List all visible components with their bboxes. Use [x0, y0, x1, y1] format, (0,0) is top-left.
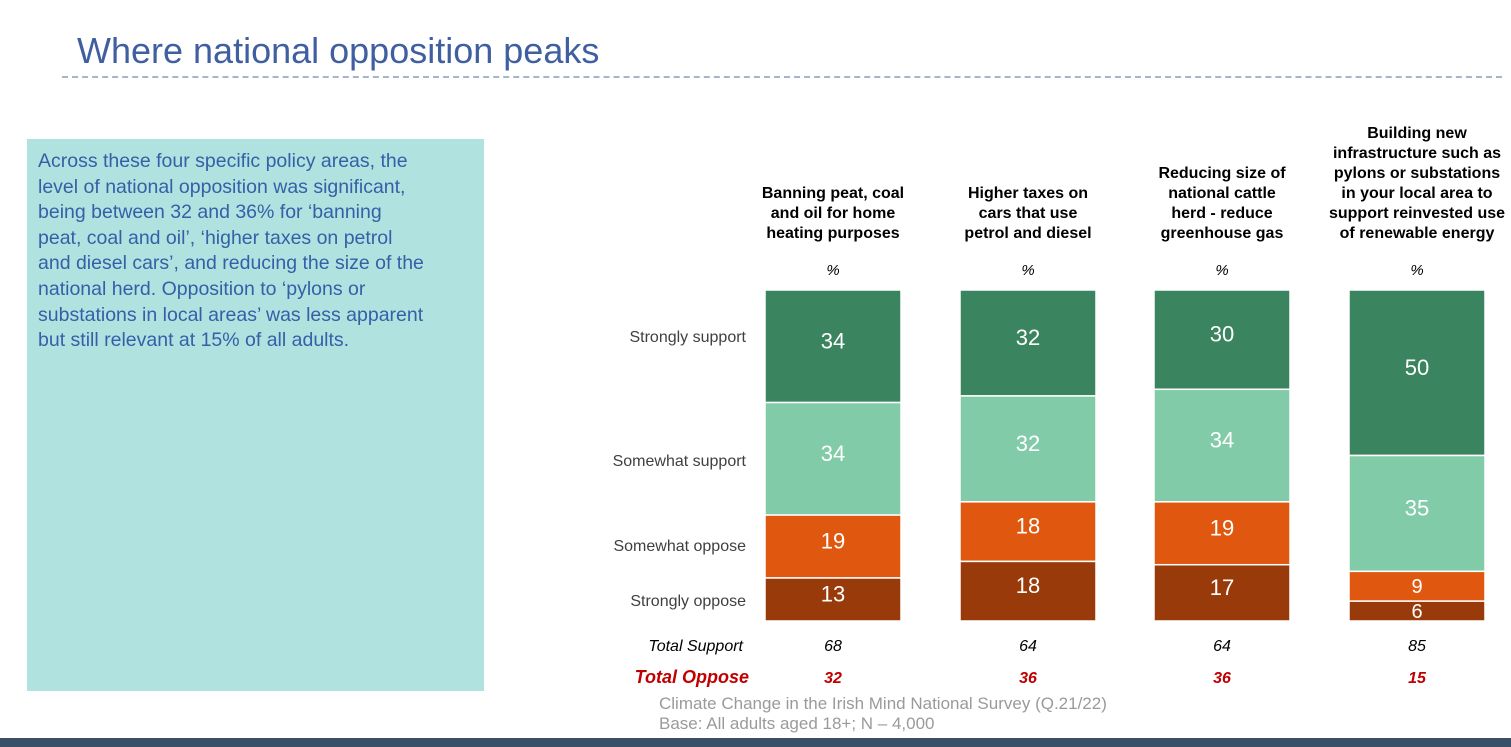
column-header-line: Banning peat, coal — [762, 185, 904, 202]
title-divider — [62, 76, 1502, 78]
column-header-line: in your local area to — [1341, 185, 1492, 202]
total-value: 85 — [1408, 638, 1426, 655]
column-header-line: herd - reduce — [1171, 205, 1272, 222]
bar-segment — [959, 501, 1097, 563]
data-label: 9 — [1411, 576, 1422, 598]
total-value: 68 — [824, 638, 842, 655]
series-label: Somewhat oppose — [613, 538, 746, 555]
total-value: 32 — [824, 670, 842, 687]
data-label: 34 — [1210, 428, 1234, 453]
data-label: 19 — [821, 529, 845, 554]
data-label: 18 — [1016, 514, 1040, 539]
footer-bar — [0, 738, 1511, 747]
data-label: 50 — [1405, 355, 1429, 380]
page-title: Where national opposition peaks — [77, 30, 600, 71]
stacked-bar-chart: Banning peat, coal and oil for home heatin… — [613, 125, 1506, 687]
bar-segment — [1153, 289, 1291, 391]
data-label: 19 — [1210, 515, 1234, 540]
column-header-line: Higher taxes on — [968, 185, 1088, 202]
unit-label: % — [1215, 262, 1228, 279]
column-header-line: of renewable energy — [1340, 225, 1495, 242]
column-header-line: pylons or substations — [1334, 165, 1500, 182]
callout-box — [27, 139, 484, 691]
column-header-line: Building new — [1367, 125, 1467, 142]
bar-segment — [1348, 600, 1486, 622]
column-header-line: support reinvested use — [1329, 205, 1505, 222]
data-label: 32 — [1016, 325, 1040, 350]
source-base: Base: All adults aged 18+; N – 4,000 — [659, 714, 935, 733]
unit-label: % — [826, 262, 839, 279]
data-label: 35 — [1405, 495, 1429, 520]
total-value: 15 — [1408, 670, 1427, 687]
data-label: 18 — [1016, 573, 1040, 598]
column-header-line: cars that use — [979, 205, 1078, 222]
bar-segment — [1348, 289, 1486, 457]
bar-segment — [764, 577, 902, 622]
data-label: 34 — [821, 441, 845, 466]
column-header-line: greenhouse gas — [1161, 225, 1284, 242]
bar-segment — [1153, 501, 1291, 566]
column-header-line: infrastructure such as — [1333, 145, 1501, 162]
bar-segment — [1348, 454, 1486, 573]
bar-segment — [764, 401, 902, 516]
data-label: 6 — [1411, 601, 1422, 623]
bar-segment — [959, 289, 1097, 397]
total-label: Total Support — [648, 638, 743, 655]
source-survey: Climate Change in the Irish Mind Nationa… — [659, 694, 1107, 713]
column-header-line: and oil for home — [771, 205, 896, 222]
data-label: 34 — [821, 328, 845, 353]
bar-segment — [764, 514, 902, 579]
unit-label: % — [1021, 262, 1034, 279]
bar-segment — [959, 395, 1097, 503]
total-value: 36 — [1019, 670, 1037, 687]
total-value: 36 — [1213, 670, 1231, 687]
bar-segment — [764, 289, 902, 404]
series-label: Strongly support — [629, 329, 746, 346]
data-label: 13 — [821, 581, 845, 606]
column-header-line: national cattle — [1168, 185, 1276, 202]
data-label: 32 — [1016, 431, 1040, 456]
data-label: 17 — [1210, 575, 1234, 600]
callout-text: Across these four specific policy areas,… — [38, 150, 424, 352]
bar-segment — [1348, 570, 1486, 602]
bar-segment — [959, 560, 1097, 622]
source-note: Climate Change in the Irish Mind Nationa… — [659, 694, 1107, 734]
bar-segment — [1153, 563, 1291, 622]
column-header-line: petrol and diesel — [964, 225, 1091, 242]
series-label: Somewhat support — [613, 453, 747, 470]
bar-segment — [1153, 388, 1291, 503]
data-label: 30 — [1210, 322, 1234, 347]
column-header-line: heating purposes — [766, 225, 899, 242]
total-label: Total Oppose — [635, 667, 749, 687]
unit-label: % — [1410, 262, 1423, 279]
column-header-line: Reducing size of — [1158, 165, 1286, 182]
total-value: 64 — [1213, 638, 1231, 655]
series-label: Strongly oppose — [630, 593, 746, 610]
total-value: 64 — [1019, 638, 1037, 655]
